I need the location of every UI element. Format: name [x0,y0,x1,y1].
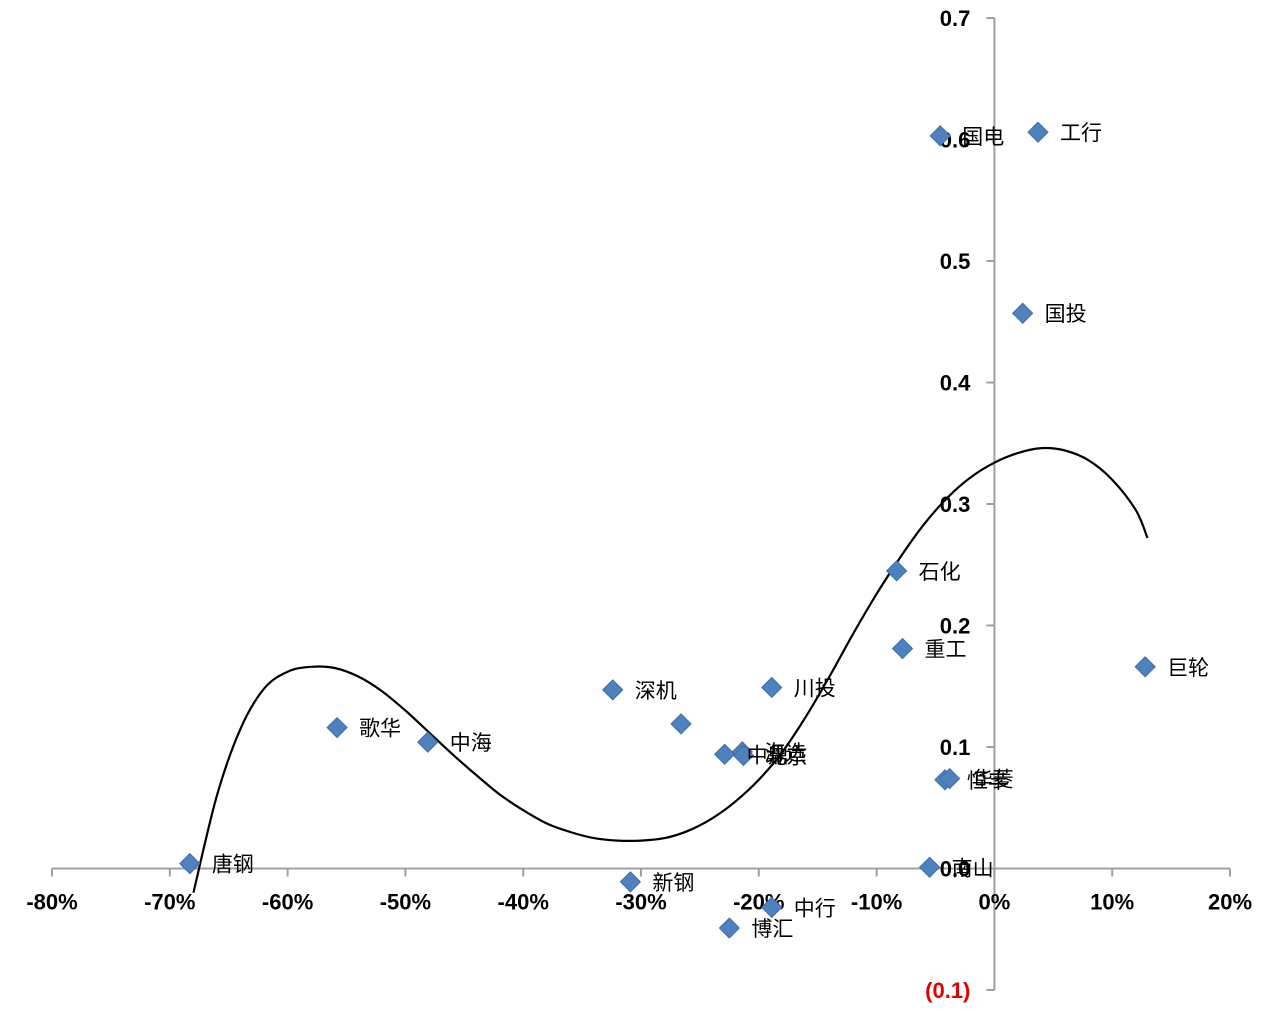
y-tick-label: 0.4 [940,371,971,396]
data-point-label: 南山 [952,856,994,880]
data-point-label: 重工 [925,638,967,662]
x-tick-label: 0% [979,890,1011,915]
data-point-label: 博汇 [751,917,793,941]
y-tick-label: 0.3 [940,492,971,517]
data-point-label: 新钢 [652,871,694,895]
x-tick-label: 10% [1090,890,1134,915]
x-tick-label: -10% [851,890,902,915]
data-point [918,856,941,878]
data-point [885,560,908,582]
data-point-label: 中海 [450,731,492,755]
data-point [732,744,755,767]
y-tick-label: 0.1 [940,735,971,760]
data-point [326,716,348,739]
data-point [1027,121,1049,143]
data-point [891,637,914,660]
data-point-label: 唐钢 [212,853,254,877]
data-point-label: 川投 [794,676,836,700]
data-point [179,852,201,875]
data-point [619,871,642,893]
data-point [1011,302,1034,324]
x-tick-label: -30% [615,890,666,915]
data-point [670,713,692,735]
trendline-layer [192,446,1149,894]
x-tick-label: -50% [380,890,431,915]
x-tick-label: -70% [144,890,195,915]
y-tick-label: 0.0 [940,857,971,882]
y-tick-label: 0.7 [940,6,971,31]
data-point-label: 华菱 [972,768,1014,792]
data-point [602,679,624,701]
data-point-label: 深机 [635,679,677,703]
x-tick-label: -40% [498,890,549,915]
data-point-label: 巨轮 [1167,656,1209,680]
data-point [938,767,961,790]
data-point-label: 国电 [962,125,1004,149]
data-point-label: 国投 [1045,302,1087,326]
data-point-label: 中鼎 [747,743,789,767]
data-point [929,125,951,147]
polynomial-trendline [192,446,1149,894]
data-point [713,743,736,765]
data-point-label: 海选 [764,741,806,765]
data-point-label: 中行 [794,896,836,920]
y-tick-label: 0.2 [940,614,971,639]
data-point [718,917,741,939]
axes: -80% -70% -60% -50% -40% -30% -20% -10% 0% 10% 20%… [26,6,1252,1003]
data-point-label: 工行 [1060,121,1102,145]
x-tick-label: -60% [262,890,313,915]
data-point [761,896,783,919]
x-tick-label: -80% [26,890,77,915]
points-layer [179,121,1156,939]
x-tick-label: 20% [1208,890,1252,915]
data-point [761,676,783,699]
data-point [1134,656,1156,678]
y-tick-label: (0.1) [925,978,970,1003]
data-point-label: 恒丰 [967,769,1009,793]
data-point-label: 石化 [919,560,961,584]
y-tick-label: 0.5 [940,249,971,274]
data-point [417,731,439,753]
data-point-label: 歌华 [359,717,401,741]
data-point-label: 北京 [765,745,807,769]
